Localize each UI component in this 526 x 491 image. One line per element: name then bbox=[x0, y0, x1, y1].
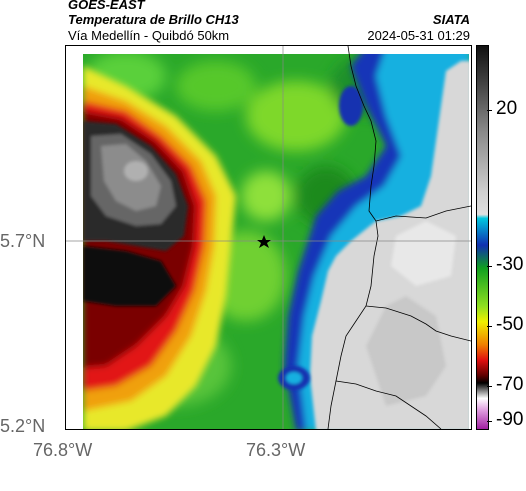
temperature-colorbar bbox=[476, 45, 489, 430]
location-star-icon[interactable] bbox=[257, 235, 271, 248]
route-subtitle: Vía Medellín - Quibdó 50km bbox=[68, 28, 230, 43]
datetime-label: 2024-05-31 01:29 bbox=[367, 28, 470, 43]
lat-label-5-7: 5.7°N bbox=[0, 231, 46, 251]
cbar-tick bbox=[487, 386, 492, 387]
satellite-title: GOES-EAST bbox=[68, 0, 145, 12]
lon-label-76-8: 76.8°W bbox=[33, 440, 93, 460]
cbar-tick bbox=[487, 326, 492, 327]
cbar-tick bbox=[487, 110, 492, 111]
map-image bbox=[66, 46, 471, 429]
product-title: Temperatura de Brillo CH13 bbox=[68, 12, 239, 27]
cbar-tick bbox=[487, 421, 492, 422]
cbar-tick bbox=[487, 266, 492, 267]
cbar-label-m90: -90 bbox=[496, 409, 524, 430]
cbar-label-20: 20 bbox=[496, 98, 518, 119]
lat-label-5-2: 5.2°N bbox=[0, 416, 46, 436]
cbar-label-m30: -30 bbox=[496, 254, 524, 275]
brand-label: SIATA bbox=[432, 12, 470, 27]
lon-label-76-3: 76.3°W bbox=[246, 440, 306, 460]
cbar-label-m70: -70 bbox=[496, 374, 524, 395]
cbar-label-m50: -50 bbox=[496, 314, 524, 335]
brightness-temperature-map[interactable] bbox=[65, 45, 472, 430]
